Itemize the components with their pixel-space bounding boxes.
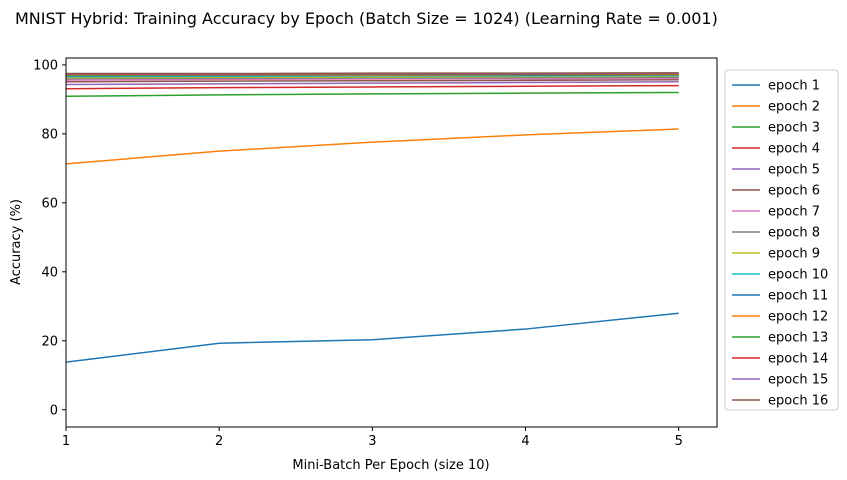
series-line-5 <box>65 81 679 86</box>
x-tick-label: 2 <box>215 434 223 449</box>
legend: epoch 1 epoch 2 epoch 3 epoch 4 epoch 5 epoch… <box>724 69 839 411</box>
chart-title: MNIST Hybrid: Training Accuracy by Epoch… <box>15 9 718 28</box>
y-axis-ticks: 0 20 40 60 80 100 <box>33 58 66 418</box>
legend-box <box>724 69 839 411</box>
legend-label-8: epoch 8 <box>768 226 820 241</box>
series-line-4 <box>65 84 679 90</box>
series-line-3 <box>65 91 679 98</box>
series-line-2 <box>65 128 679 165</box>
x-axis-label: Mini-Batch Per Epoch (size 10) <box>292 458 489 473</box>
y-tick-label: 0 <box>50 403 58 418</box>
legend-label-1: epoch 1 <box>768 79 820 94</box>
series-layer <box>65 72 679 363</box>
plot-frame <box>65 57 718 428</box>
x-tick-label: 4 <box>521 434 529 449</box>
y-tick-label: 60 <box>41 196 58 211</box>
legend-label-11: epoch 11 <box>768 289 828 304</box>
legend-label-6: epoch 6 <box>768 184 820 199</box>
legend-label-12: epoch 12 <box>768 310 828 325</box>
series-line-1 <box>65 312 679 363</box>
legend-label-2: epoch 2 <box>768 100 820 115</box>
y-axis-label: Accuracy (%) <box>9 199 24 285</box>
plot-area: 1 2 3 4 5 0 20 40 60 80 100 <box>33 57 718 449</box>
legend-label-15: epoch 15 <box>768 373 828 388</box>
x-tick-label: 5 <box>675 434 683 449</box>
x-tick-label: 3 <box>368 434 376 449</box>
legend-label-7: epoch 7 <box>768 205 820 220</box>
legend-label-3: epoch 3 <box>768 121 820 136</box>
series-line-8 <box>65 76 679 80</box>
legend-label-5: epoch 5 <box>768 163 820 178</box>
series-line-16 <box>66 72 679 75</box>
y-tick-label: 20 <box>41 334 58 349</box>
legend-items: epoch 1 epoch 2 epoch 3 epoch 4 epoch 5 epoch… <box>732 79 828 409</box>
legend-label-13: epoch 13 <box>768 331 828 346</box>
series-line-7 <box>65 77 679 81</box>
legend-label-10: epoch 10 <box>768 268 828 283</box>
y-tick-label: 40 <box>41 265 58 280</box>
y-tick-label: 100 <box>33 58 58 73</box>
series-line-6 <box>65 78 679 83</box>
legend-label-4: epoch 4 <box>768 142 820 157</box>
legend-label-9: epoch 9 <box>768 247 820 262</box>
legend-label-14: epoch 14 <box>768 352 828 367</box>
x-axis-ticks: 1 2 3 4 5 <box>62 427 683 449</box>
x-tick-label: 1 <box>62 434 70 449</box>
legend-label-16: epoch 16 <box>768 394 828 409</box>
y-tick-label: 80 <box>41 127 58 142</box>
